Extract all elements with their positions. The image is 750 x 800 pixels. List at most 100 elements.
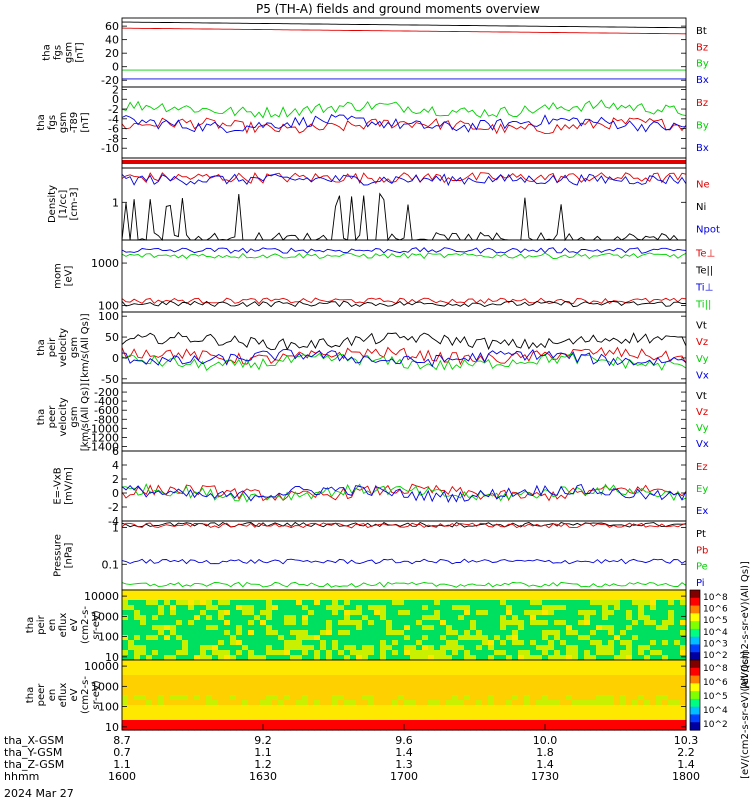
heatmap-cell — [158, 725, 165, 731]
heatmap-cell — [260, 660, 267, 666]
heatmap-cell — [290, 725, 297, 731]
heatmap-cell — [494, 725, 501, 731]
heatmap-cell — [278, 700, 285, 706]
heatmap-cell — [668, 670, 675, 676]
heatmap-cell — [200, 675, 207, 681]
heatmap-cell — [134, 695, 141, 701]
heatmap-cell — [164, 680, 171, 686]
heatmap-cell — [392, 605, 399, 611]
heatmap-cell — [434, 640, 441, 646]
heatmap-cell — [206, 695, 213, 701]
heatmap-cell — [176, 685, 183, 691]
heatmap-cell — [260, 690, 267, 696]
heatmap-cell — [596, 695, 603, 701]
heatmap-cell — [380, 690, 387, 696]
heatmap-cell — [614, 670, 621, 676]
heatmap-cell — [134, 725, 141, 731]
heatmap-cell — [656, 665, 663, 671]
colorbar-tick-label: 10^5 — [703, 616, 728, 626]
heatmap-cell — [428, 625, 435, 631]
heatmap-cell — [500, 665, 507, 671]
heatmap-cell — [530, 695, 537, 701]
heatmap-cell — [278, 680, 285, 686]
heatmap-cell — [152, 590, 159, 596]
heatmap-cell — [326, 715, 333, 721]
heatmap-cell — [308, 650, 315, 656]
heatmap-cell — [146, 615, 153, 621]
heatmap-cell — [578, 660, 585, 666]
heatmap-cell — [374, 655, 381, 661]
heatmap-cell — [374, 635, 381, 641]
heatmap-cell — [206, 635, 213, 641]
heatmap-cell — [452, 620, 459, 626]
colorbar-segment — [690, 621, 700, 630]
heatmap-cell — [206, 670, 213, 676]
heatmap-cell — [200, 710, 207, 716]
heatmap-cell — [122, 645, 129, 651]
heatmap-cell — [428, 600, 435, 606]
heatmap-cell — [554, 600, 561, 606]
heatmap-cell — [164, 640, 171, 646]
heatmap-cell — [560, 635, 567, 641]
heatmap-cell — [194, 680, 201, 686]
y-axis-label: [1/cc] — [58, 190, 69, 219]
y-axis-label: eV — [69, 688, 80, 701]
heatmap-cell — [656, 615, 663, 621]
heatmap-cell — [326, 590, 333, 596]
heatmap-cell — [392, 705, 399, 711]
heatmap-cell — [482, 720, 489, 726]
heatmap-cell — [302, 625, 309, 631]
heatmap-cell — [356, 655, 363, 661]
heatmap-cell — [638, 720, 645, 726]
heatmap-cell — [302, 640, 309, 646]
heatmap-cell — [368, 640, 375, 646]
heatmap-cell — [614, 635, 621, 641]
heatmap-cell — [530, 725, 537, 731]
heatmap-cell — [386, 690, 393, 696]
heatmap-cell — [572, 705, 579, 711]
heatmap-cell — [416, 680, 423, 686]
heatmap-cell — [410, 640, 417, 646]
heatmap-cell — [338, 610, 345, 616]
heatmap-cell — [476, 725, 483, 731]
heatmap-cell — [368, 620, 375, 626]
heatmap-cell — [320, 675, 327, 681]
heatmap-cell — [158, 720, 165, 726]
heatmap-cell — [464, 625, 471, 631]
heatmap-cell — [182, 690, 189, 696]
heatmap-cell — [506, 660, 513, 666]
heatmap-cell — [488, 605, 495, 611]
heatmap-cell — [422, 645, 429, 651]
heatmap-cell — [614, 620, 621, 626]
heatmap-cell — [374, 615, 381, 621]
heatmap-cell — [218, 695, 225, 701]
heatmap-cell — [512, 650, 519, 656]
heatmap-cell — [212, 670, 219, 676]
heatmap-cell — [668, 605, 675, 611]
heatmap-cell — [320, 600, 327, 606]
heatmap-cell — [596, 630, 603, 636]
heatmap-cell — [518, 635, 525, 641]
heatmap-cell — [326, 690, 333, 696]
heatmap-cell — [584, 670, 591, 676]
heatmap-cell — [164, 710, 171, 716]
heatmap-cell — [446, 620, 453, 626]
heatmap-cell — [218, 625, 225, 631]
heatmap-cell — [614, 665, 621, 671]
heatmap-cell — [638, 685, 645, 691]
heatmap-cell — [194, 710, 201, 716]
heatmap-cell — [644, 620, 651, 626]
heatmap-cell — [578, 720, 585, 726]
heatmap-cell — [152, 675, 159, 681]
heatmap-cell — [170, 620, 177, 626]
heatmap-cell — [134, 655, 141, 661]
heatmap-cell — [620, 645, 627, 651]
heatmap-cell — [542, 680, 549, 686]
heatmap-cell — [512, 615, 519, 621]
heatmap-cell — [452, 655, 459, 661]
heatmap-cell — [392, 665, 399, 671]
heatmap-cell — [488, 650, 495, 656]
heatmap-cell — [170, 720, 177, 726]
heatmap-cell — [284, 690, 291, 696]
